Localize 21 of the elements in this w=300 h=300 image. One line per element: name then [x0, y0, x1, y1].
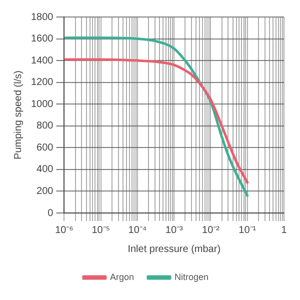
x-tick-label: 10⁻³ — [165, 224, 184, 236]
y-tick-label: 400 — [36, 164, 54, 176]
y-tick-label: 800 — [36, 120, 54, 132]
y-tick-label: 1000 — [30, 98, 54, 110]
x-tick-label: 10⁻⁶ — [55, 224, 74, 236]
y-tick-label: 1600 — [30, 34, 54, 45]
x-tick-label: 10⁻¹ — [238, 224, 257, 236]
y-tick-label: 200 — [36, 186, 54, 197]
x-tick-label: 1 — [281, 224, 288, 236]
y-tick-label: 600 — [36, 142, 54, 154]
x-tick-label: 10⁻⁴ — [128, 224, 147, 236]
legend-label: Nitrogen — [174, 272, 209, 282]
x-tick-label: 10⁻⁵ — [92, 224, 110, 236]
y-tick-label: 1200 — [30, 77, 54, 88]
y-axis-title: Pumping speed (l/s) — [12, 70, 24, 160]
legend-label: Argon — [110, 272, 134, 282]
y-tick-label: 0 — [48, 208, 54, 219]
x-axis-title: Inlet pressure (mbar) — [128, 244, 221, 255]
y-tick-label: 1800 — [30, 12, 54, 23]
x-tick-label: 10⁻² — [202, 224, 220, 236]
y-tick-label: 1400 — [30, 55, 54, 66]
